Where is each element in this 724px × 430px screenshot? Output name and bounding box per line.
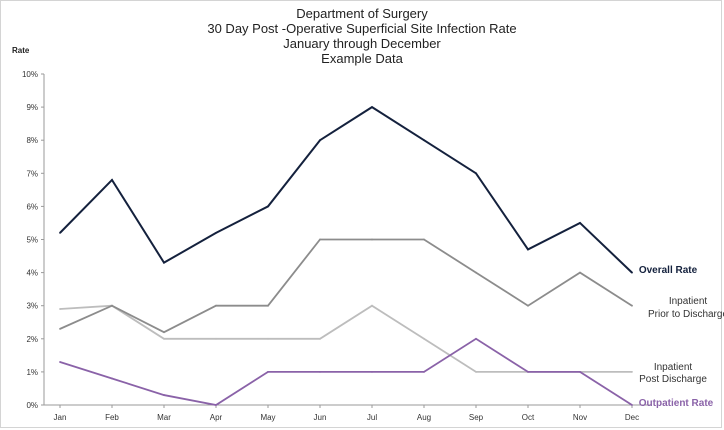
data-point [319, 371, 321, 373]
data-point [215, 304, 217, 307]
series-label: Post Discharge [639, 374, 707, 385]
data-point [267, 337, 269, 340]
chart-title: Department of Surgery 30 Day Post -Opera… [0, 6, 724, 66]
title-line-4: Example Data [321, 51, 403, 66]
series-label: Inpatient [654, 362, 693, 373]
x-tick-label: Mar [157, 413, 171, 422]
data-point [423, 139, 425, 142]
y-tick-label: 3% [26, 302, 38, 311]
x-tick-label: Jan [54, 413, 67, 422]
x-tick-label: May [260, 413, 275, 422]
data-point [319, 337, 321, 340]
data-point [59, 327, 61, 330]
data-point [579, 371, 581, 373]
data-point [527, 248, 529, 251]
y-tick-label: 2% [26, 335, 38, 344]
x-tick-label: Apr [210, 413, 223, 422]
data-point [527, 371, 529, 373]
data-point [267, 304, 269, 307]
y-tick-label: 7% [26, 169, 38, 178]
y-tick-label: 5% [26, 236, 38, 245]
data-point [59, 231, 61, 234]
data-point [631, 304, 633, 307]
y-tick-label: 6% [26, 202, 38, 211]
data-point [631, 271, 633, 274]
data-point [423, 371, 425, 373]
y-tick-label: 8% [26, 136, 38, 145]
data-point [319, 238, 321, 241]
data-point [371, 371, 373, 373]
x-tick-label: Dec [625, 413, 639, 422]
y-tick-label: 0% [26, 401, 38, 410]
data-point [215, 404, 217, 406]
y-tick-label: 10% [22, 70, 38, 79]
data-point [579, 222, 581, 224]
data-point [475, 337, 477, 340]
series-line-inpatient-post-discharge [59, 304, 632, 373]
data-point [111, 377, 113, 380]
x-tick-label: Sep [469, 413, 484, 422]
series-label: Prior to Discharge [648, 309, 724, 320]
data-point [163, 331, 165, 334]
x-tick-label: Aug [417, 413, 431, 422]
data-point [631, 371, 633, 373]
y-tick-label: 4% [26, 269, 38, 278]
data-point [111, 304, 113, 307]
series-label: Inpatient [669, 296, 708, 307]
data-point [215, 337, 217, 340]
x-tick-label: Oct [522, 413, 535, 422]
data-point [423, 337, 425, 340]
data-point [423, 238, 425, 241]
data-point [59, 308, 61, 310]
data-point [59, 361, 61, 363]
data-point [475, 371, 477, 373]
title-line-1: Department of Surgery [296, 6, 428, 21]
x-tick-label: Jul [367, 413, 377, 422]
data-point [475, 172, 477, 175]
data-point [111, 179, 113, 181]
y-tick-label: 9% [26, 103, 38, 112]
data-point [579, 271, 581, 274]
data-point [371, 238, 373, 241]
data-point [631, 404, 633, 406]
series-line-overall-rate [59, 105, 633, 274]
data-point [215, 231, 217, 234]
data-point [475, 271, 477, 274]
data-point [527, 304, 529, 307]
title-line-2: 30 Day Post -Operative Superficial Site … [207, 21, 517, 36]
data-point [163, 337, 165, 340]
x-tick-label: Jun [314, 413, 327, 422]
x-tick-label: Feb [105, 413, 119, 422]
data-point [371, 304, 373, 307]
data-point [267, 205, 269, 208]
series-label: Overall Rate [639, 265, 698, 276]
x-tick-label: Nov [573, 413, 587, 422]
data-point [267, 371, 269, 373]
series-line-outpatient-rate [59, 337, 633, 406]
series-line-inpatient-prior-to-discharge [59, 238, 633, 334]
data-point [319, 139, 321, 142]
data-point [163, 261, 165, 264]
title-line-3: January through December [283, 36, 441, 51]
data-point [163, 394, 165, 396]
y-axis-title: Rate [12, 46, 30, 55]
data-point [371, 106, 373, 108]
series-label: Outpatient Rate [639, 398, 714, 409]
y-tick-label: 1% [26, 368, 38, 377]
